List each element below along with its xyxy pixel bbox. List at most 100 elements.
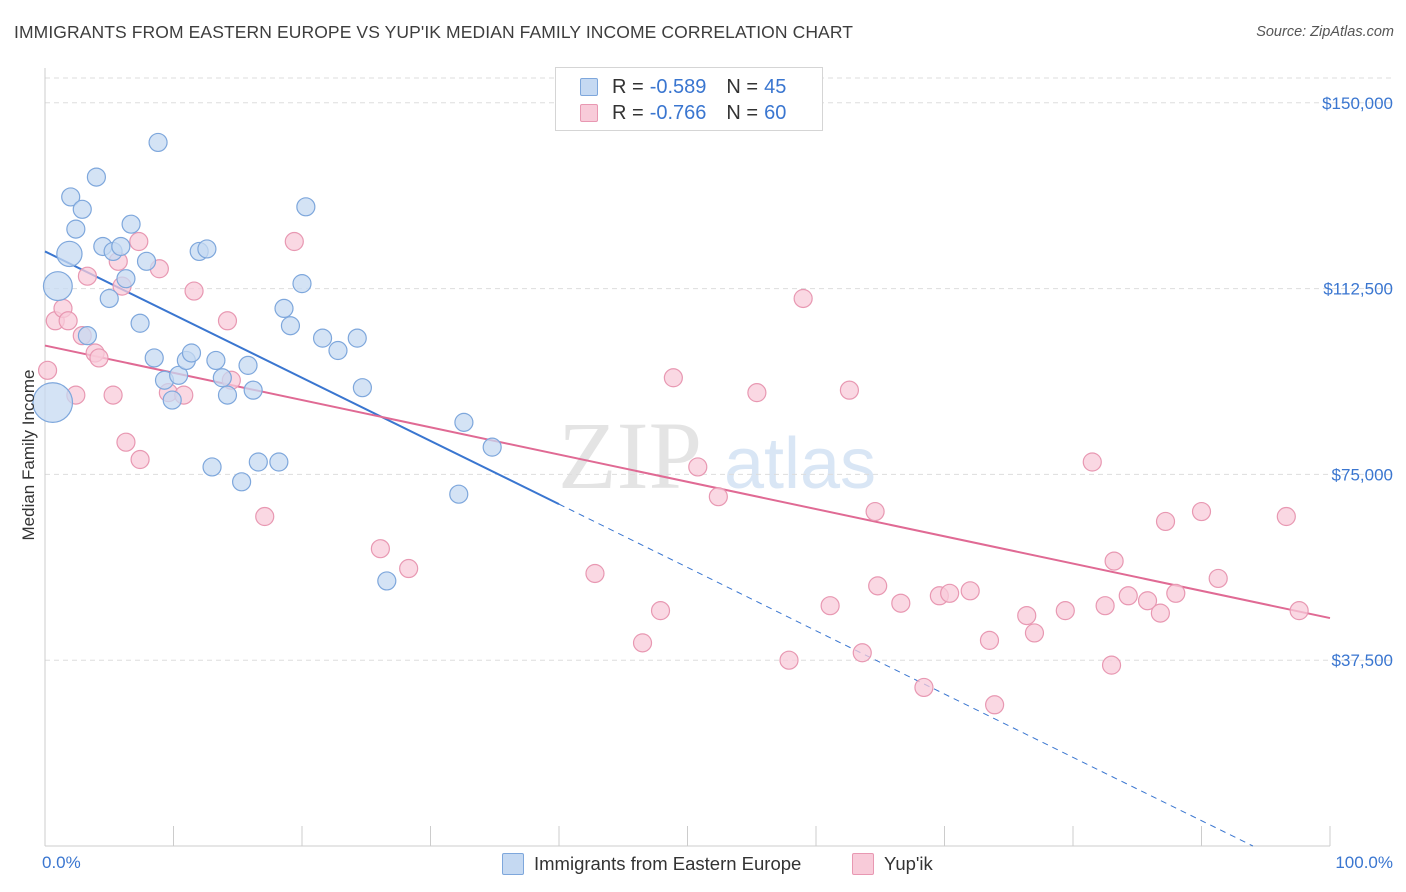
point-yupik xyxy=(585,563,605,584)
legend-r-value: -0.589 xyxy=(649,75,707,98)
trend-layer xyxy=(44,250,1331,847)
point-eastern-europe xyxy=(148,132,168,153)
point-eastern-europe xyxy=(296,197,316,217)
point-eastern-europe xyxy=(482,437,502,457)
point-eastern-europe xyxy=(377,571,397,591)
point-eastern-europe xyxy=(206,350,226,371)
point-yupik xyxy=(820,596,840,616)
point-yupik xyxy=(852,643,872,663)
point-eastern-europe xyxy=(449,484,469,504)
point-eastern-europe xyxy=(269,452,289,472)
point-yupik xyxy=(979,630,1000,650)
point-eastern-europe xyxy=(130,313,150,333)
point-eastern-europe xyxy=(32,382,74,423)
point-eastern-europe xyxy=(136,251,157,271)
point-yupik xyxy=(940,583,960,603)
point-eastern-europe xyxy=(347,328,367,348)
point-eastern-europe xyxy=(111,236,131,257)
point-yupik xyxy=(914,677,934,698)
point-yupik xyxy=(960,581,980,601)
legend-r-label: R = xyxy=(612,101,644,124)
point-eastern-europe xyxy=(248,452,268,472)
point-yupik xyxy=(1150,603,1170,623)
point-eastern-europe xyxy=(202,457,222,477)
point-yupik xyxy=(255,506,275,527)
legend-r-value: -0.766 xyxy=(649,101,707,124)
point-eastern-europe xyxy=(243,380,263,400)
point-eastern-europe xyxy=(181,343,202,363)
point-yupik xyxy=(37,360,58,380)
y-tick-label: $112,500 xyxy=(1323,280,1393,299)
point-yupik xyxy=(985,695,1005,715)
point-eastern-europe xyxy=(352,378,372,398)
point-yupik xyxy=(1289,601,1309,621)
point-yupik xyxy=(708,487,728,507)
point-yupik xyxy=(1191,501,1212,522)
point-yupik xyxy=(1082,452,1102,472)
point-yupik xyxy=(1166,583,1186,603)
chart-title: IMMIGRANTS FROM EASTERN EUROPE VS YUP'IK… xyxy=(14,22,854,42)
point-yupik xyxy=(1208,568,1228,589)
point-eastern-europe xyxy=(169,365,189,385)
point-yupik xyxy=(399,558,419,579)
y-tick-label: $75,000 xyxy=(1332,465,1393,484)
point-yupik xyxy=(891,593,911,613)
point-yupik xyxy=(779,650,799,670)
point-yupik xyxy=(865,501,885,522)
point-eastern-europe xyxy=(56,240,83,268)
point-yupik xyxy=(1024,623,1045,643)
point-yupik xyxy=(89,348,109,368)
point-eastern-europe xyxy=(212,368,232,388)
point-yupik xyxy=(632,633,653,653)
point-yupik xyxy=(130,449,150,470)
point-yupik xyxy=(116,432,136,452)
point-yupik xyxy=(217,311,238,331)
point-yupik xyxy=(1017,605,1037,626)
point-eastern-europe xyxy=(280,316,301,336)
point-eastern-europe xyxy=(116,269,136,289)
point-yupik xyxy=(793,288,813,309)
point-yupik xyxy=(1095,596,1115,616)
point-yupik xyxy=(1055,601,1075,621)
watermark-zip: ZIP xyxy=(558,402,702,509)
series-legend-eastern-europe: Immigrants from Eastern Europe xyxy=(502,852,801,876)
point-yupik xyxy=(663,368,683,388)
point-yupik xyxy=(184,281,204,301)
legend-n-label: N = xyxy=(726,101,759,124)
y-tick-label: $37,500 xyxy=(1332,651,1393,670)
point-eastern-europe xyxy=(217,385,238,405)
point-yupik xyxy=(1155,511,1176,532)
legend-r-label: R = xyxy=(612,75,644,98)
point-yupik xyxy=(868,576,888,596)
point-eastern-europe xyxy=(232,472,252,492)
point-eastern-europe xyxy=(292,274,312,294)
point-eastern-europe xyxy=(454,412,474,432)
point-yupik xyxy=(129,231,149,252)
point-yupik xyxy=(839,380,860,400)
correlation-legend: R = -0.589 N = 45 R = -0.766 N = 60 xyxy=(555,67,823,131)
series-label: Yup'ik xyxy=(884,853,933,874)
point-eastern-europe xyxy=(162,390,182,410)
legend-row-eastern-europe: R = -0.589 N = 45 xyxy=(580,73,786,101)
point-yupik xyxy=(747,383,767,403)
point-eastern-europe xyxy=(99,288,119,309)
point-yupik xyxy=(103,385,123,405)
series-legend-yupik: Yup'ik xyxy=(852,852,933,876)
y-axis-label: Median Family Income xyxy=(19,369,38,540)
point-yupik xyxy=(284,231,304,252)
series-swatch-pink xyxy=(852,853,874,875)
source-attribution: Source: ZipAtlas.com xyxy=(1256,24,1394,40)
point-eastern-europe xyxy=(238,355,258,375)
watermark-atlas: atlas xyxy=(724,424,876,504)
point-yupik xyxy=(650,601,671,621)
point-eastern-europe xyxy=(86,167,107,187)
point-eastern-europe xyxy=(42,271,73,302)
trend-extension-eastern-europe xyxy=(558,503,1254,847)
series-label: Immigrants from Eastern Europe xyxy=(534,853,802,874)
point-yupik xyxy=(688,457,708,477)
legend-n-value: 45 xyxy=(764,75,787,98)
points-layer xyxy=(32,132,1309,715)
point-eastern-europe xyxy=(144,348,164,368)
legend-swatch-blue xyxy=(580,78,598,96)
